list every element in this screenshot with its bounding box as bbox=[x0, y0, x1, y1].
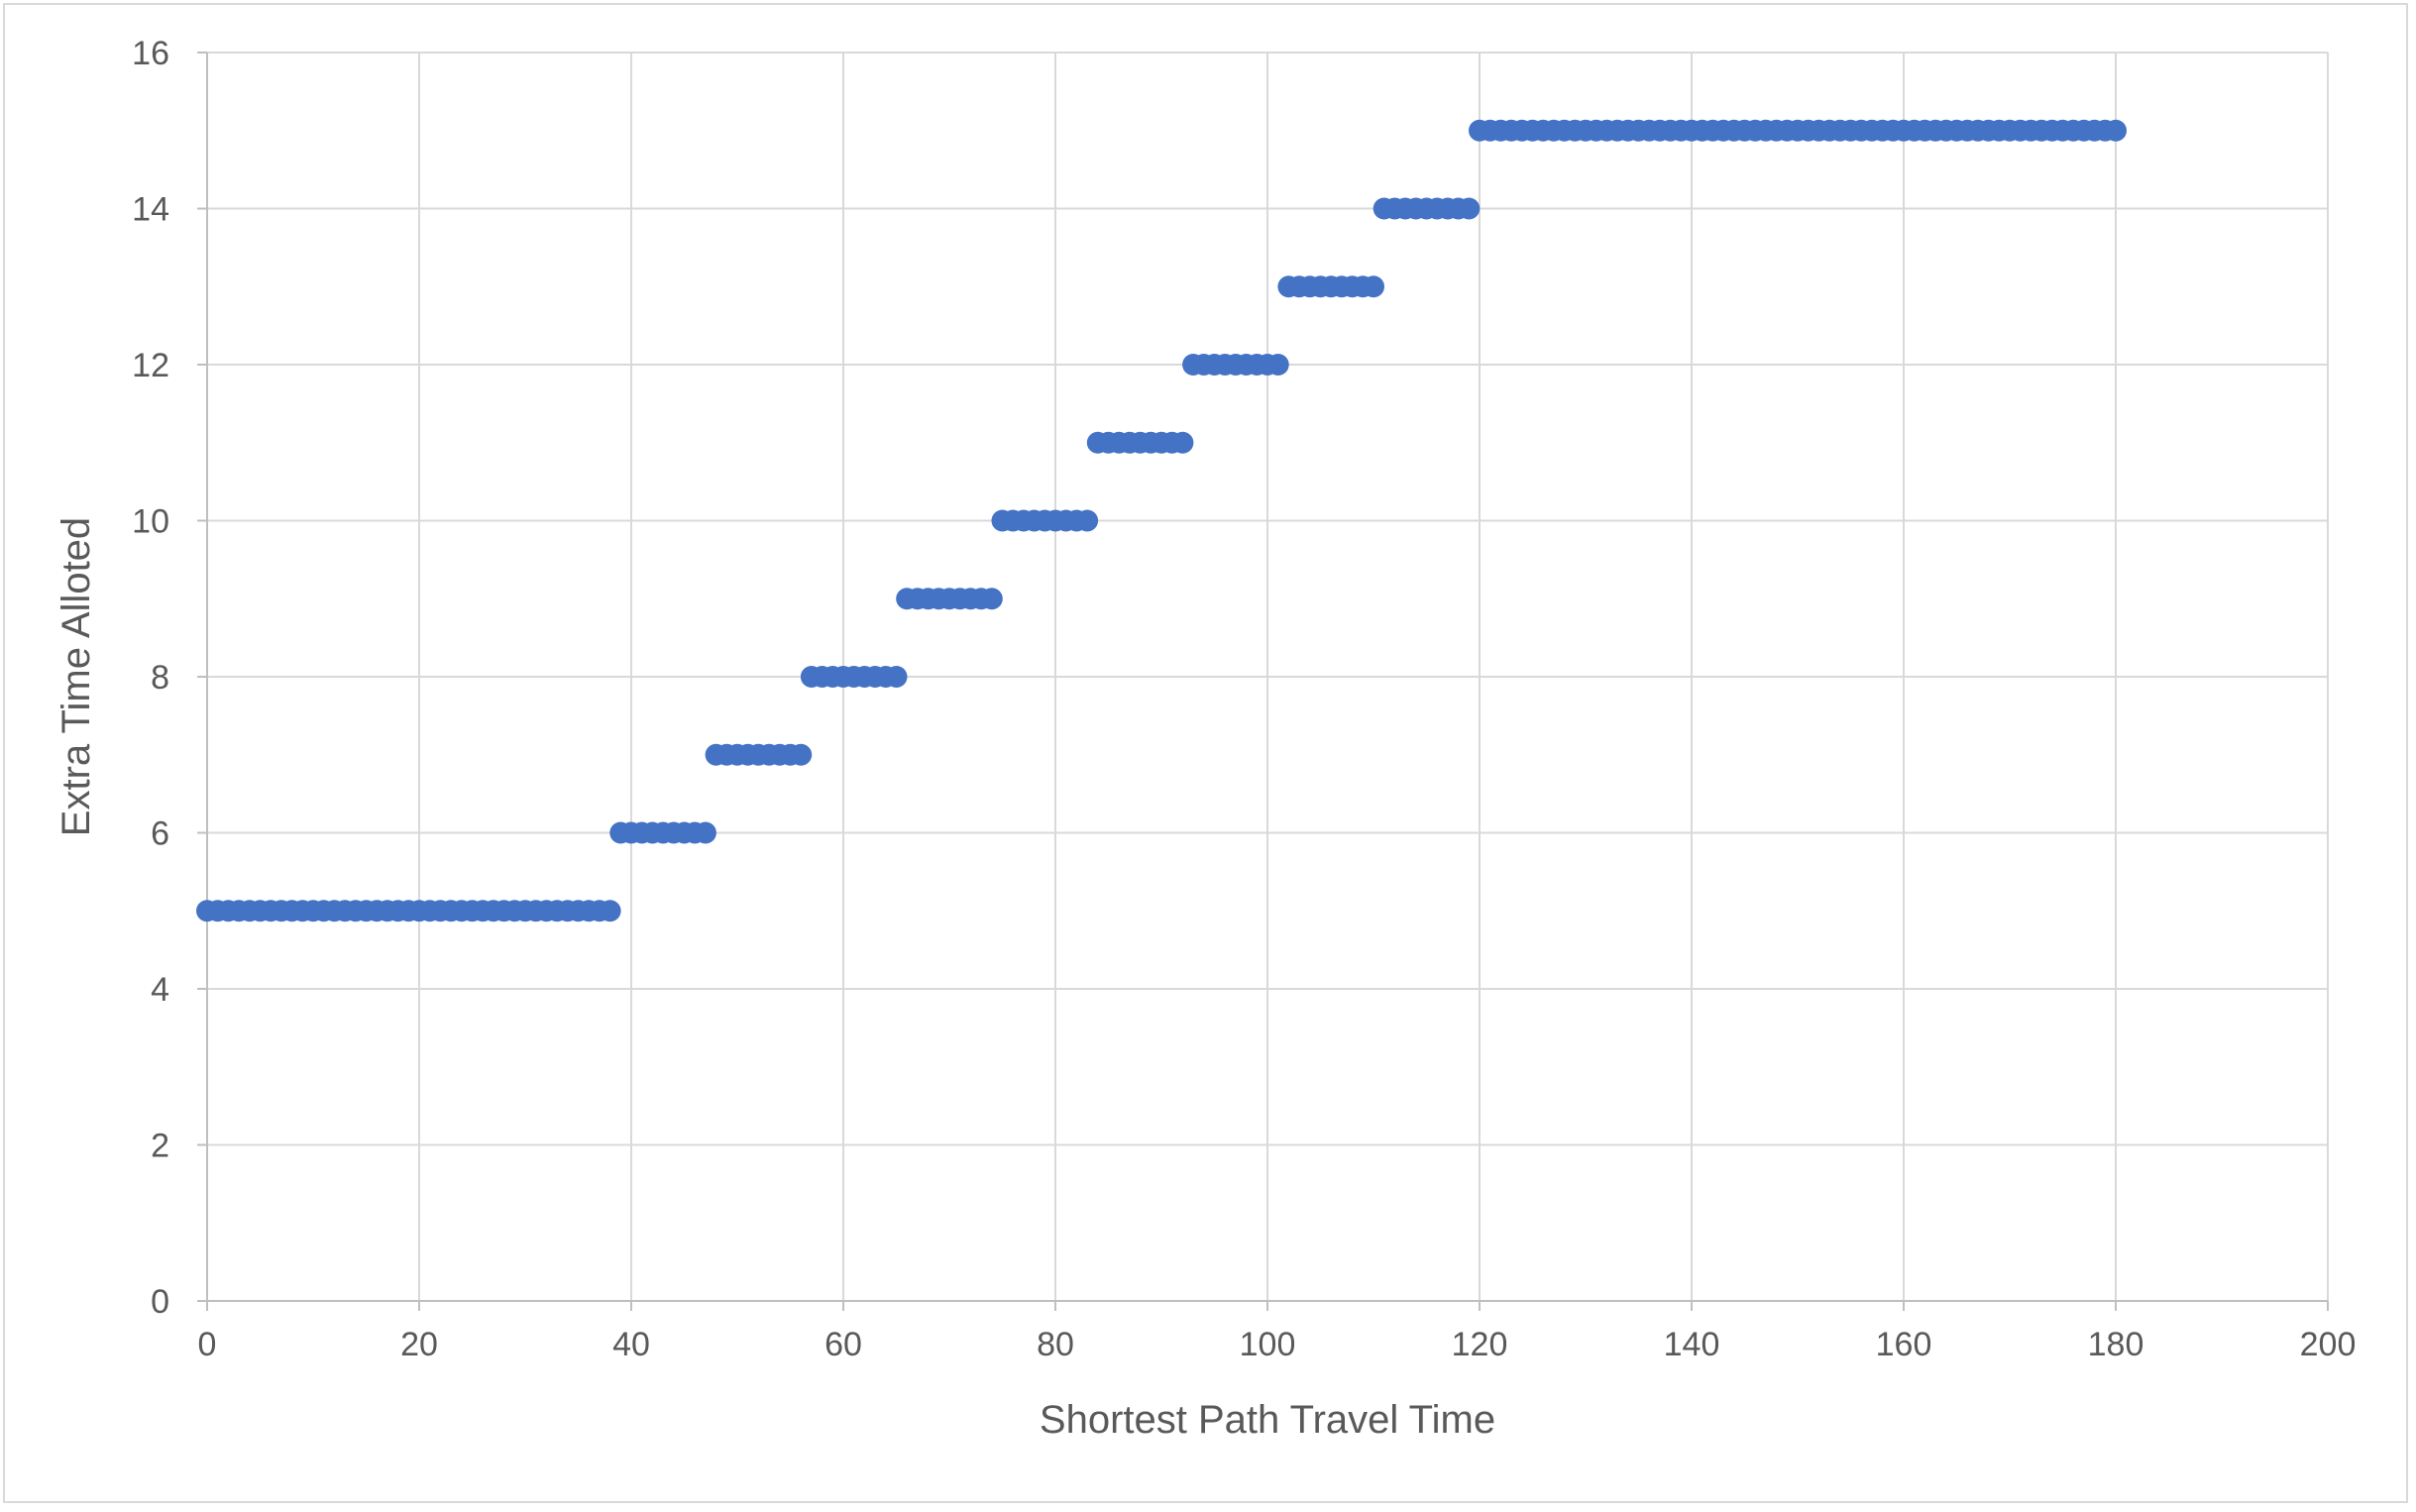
data-point bbox=[1266, 354, 1289, 376]
y-tick-label: 4 bbox=[151, 971, 169, 1009]
x-tick-label: 100 bbox=[1240, 1326, 1296, 1363]
x-tick-label: 20 bbox=[400, 1326, 438, 1363]
y-tick-label: 0 bbox=[151, 1283, 169, 1321]
data-point bbox=[1076, 509, 1099, 532]
x-tick-label: 40 bbox=[612, 1326, 650, 1363]
data-point bbox=[694, 821, 716, 844]
x-tick-label: 200 bbox=[2300, 1326, 2357, 1363]
x-tick-label: 80 bbox=[1037, 1326, 1074, 1363]
chart-frame bbox=[3, 3, 2408, 1503]
x-axis-title: Shortest Path Travel Time bbox=[1040, 1398, 1495, 1442]
y-tick-label: 16 bbox=[132, 35, 169, 72]
axes bbox=[197, 52, 2329, 1311]
y-tick-label: 14 bbox=[132, 191, 169, 229]
y-tick-label: 2 bbox=[151, 1128, 169, 1165]
data-point bbox=[1171, 431, 1194, 454]
data-points bbox=[196, 119, 2127, 922]
x-tick-label: 140 bbox=[1664, 1326, 1720, 1363]
data-point bbox=[790, 743, 813, 766]
data-point bbox=[2105, 119, 2127, 142]
x-tick-label: 160 bbox=[1876, 1326, 1932, 1363]
data-point bbox=[1458, 197, 1481, 220]
data-point bbox=[885, 666, 908, 688]
y-tick-label: 10 bbox=[132, 503, 169, 541]
y-axis-title: Extra Time Alloted bbox=[55, 517, 98, 836]
x-tick-label: 60 bbox=[824, 1326, 862, 1363]
tick-labels: 0 20 40 60 80 100 120 140 160 180 200 0 2 4 6 8 10 12 14 16 bbox=[132, 35, 2356, 1363]
data-point bbox=[599, 900, 621, 922]
grid-lines bbox=[206, 52, 2329, 1302]
x-tick-label: 0 bbox=[198, 1326, 217, 1363]
data-point bbox=[1363, 275, 1384, 298]
x-tick-label: 180 bbox=[2088, 1326, 2144, 1363]
y-tick-label: 6 bbox=[151, 815, 169, 853]
x-tick-label: 120 bbox=[1452, 1326, 1508, 1363]
y-tick-label: 12 bbox=[132, 347, 169, 384]
y-tick-label: 8 bbox=[151, 659, 169, 697]
data-point bbox=[980, 588, 1003, 610]
